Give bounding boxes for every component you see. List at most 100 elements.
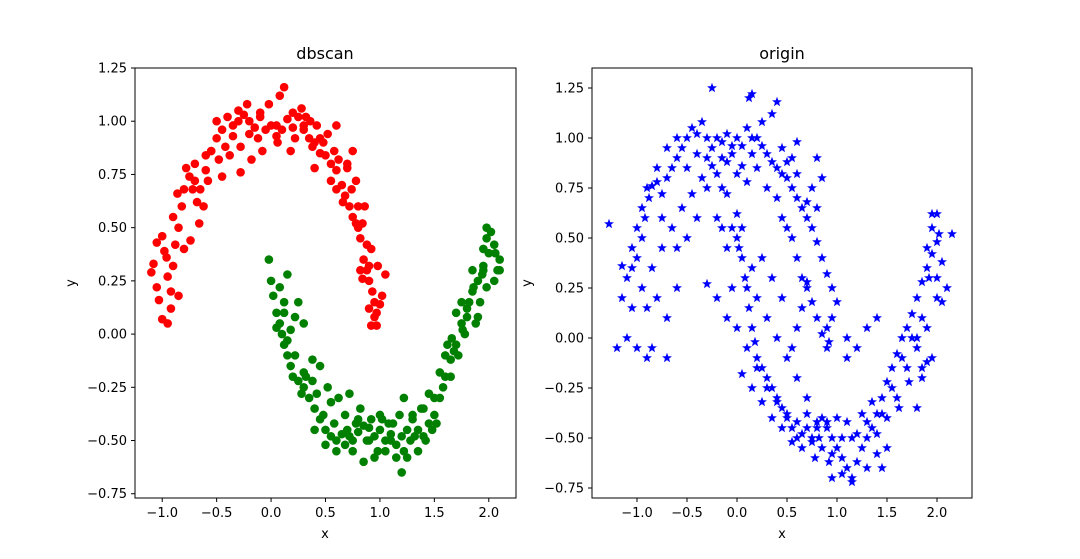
dbscan-point	[253, 133, 263, 143]
origin-point	[812, 312, 822, 323]
dbscan-point	[217, 172, 227, 181]
dbscan-y-tick-label: 1.00	[98, 115, 127, 130]
dbscan-point	[348, 212, 358, 222]
dbscan-point	[268, 291, 278, 301]
origin-point	[887, 382, 897, 393]
origin-point	[717, 136, 727, 147]
origin-point	[617, 292, 627, 303]
dbscan-point	[356, 234, 365, 243]
dbscan-point	[375, 425, 385, 435]
origin-point	[894, 402, 904, 413]
dbscan-point	[166, 304, 176, 313]
origin-point	[842, 352, 852, 363]
origin-point	[777, 422, 787, 433]
origin-point	[827, 448, 837, 459]
origin-point	[807, 182, 817, 193]
origin-point	[640, 212, 650, 223]
origin-point	[772, 192, 782, 203]
origin-point	[814, 432, 824, 443]
dbscan-point	[334, 155, 343, 164]
dbscan-point	[332, 436, 341, 445]
origin-point	[792, 322, 802, 333]
dbscan-point	[308, 376, 317, 386]
dbscan-point	[221, 142, 230, 152]
origin-point	[907, 332, 917, 343]
dbscan-point	[381, 446, 390, 456]
origin-point	[904, 376, 914, 387]
origin-plot: origin −1.0 −0.5 0.0 0.5 1.0 1.5 2.0 −0.75 −0.50…	[520, 44, 973, 542]
dbscan-point	[283, 351, 292, 360]
dbscan-point	[250, 123, 260, 132]
origin-point	[787, 152, 797, 163]
origin-point	[822, 322, 832, 333]
dbscan-point	[364, 304, 374, 313]
origin-point	[722, 242, 732, 253]
origin-point	[897, 332, 907, 343]
origin-point	[622, 332, 632, 343]
origin-point	[792, 432, 802, 443]
dbscan-point	[247, 155, 256, 164]
dbscan-point	[375, 299, 385, 309]
dbscan-point	[186, 236, 195, 245]
origin-point	[857, 408, 867, 419]
dbscan-point	[326, 176, 336, 186]
origin-x-tick-label: −0.5	[671, 506, 703, 521]
dbscan-point	[399, 446, 409, 456]
origin-y-tick-label: 1.00	[555, 132, 584, 147]
origin-point	[782, 172, 792, 183]
origin-point	[892, 392, 902, 403]
origin-point	[742, 282, 752, 293]
dbscan-point	[430, 393, 439, 403]
origin-point	[677, 142, 687, 153]
dbscan-point	[353, 414, 363, 424]
origin-point	[737, 140, 747, 151]
origin-point	[792, 168, 802, 179]
dbscan-x-tick-label: 0.5	[315, 506, 336, 521]
origin-point	[802, 196, 812, 207]
dbscan-point	[279, 297, 289, 307]
dbscan-point	[377, 291, 387, 301]
origin-point	[837, 468, 847, 479]
origin-x-tick-label: 2.0	[927, 506, 948, 521]
origin-point	[917, 312, 927, 323]
dbscan-point	[290, 312, 300, 322]
dbscan-point	[356, 265, 365, 275]
dbscan-point	[174, 223, 183, 232]
dbscan-point	[201, 165, 211, 175]
dbscan-point	[315, 133, 325, 143]
dbscan-point	[239, 110, 249, 120]
origin-point	[787, 342, 797, 353]
origin-point	[767, 108, 777, 119]
dbscan-point	[340, 410, 350, 420]
origin-point	[842, 462, 852, 473]
dbscan-point	[479, 244, 488, 254]
origin-point	[697, 116, 707, 127]
dbscan-point	[482, 234, 491, 243]
dbscan-point	[457, 297, 466, 307]
origin-point	[707, 160, 717, 171]
origin-point	[632, 342, 642, 353]
origin-point	[812, 152, 822, 163]
dbscan-y-tick-label: 0.25	[98, 274, 127, 289]
dbscan-point	[410, 431, 420, 441]
origin-point	[782, 156, 792, 167]
origin-point	[747, 148, 757, 159]
origin-point	[762, 372, 772, 383]
dbscan-points	[147, 82, 504, 477]
dbscan-point	[348, 146, 358, 156]
origin-point	[822, 416, 832, 427]
origin-point	[797, 442, 807, 453]
origin-point	[712, 132, 722, 143]
origin-point	[942, 282, 952, 293]
origin-point	[622, 272, 632, 283]
origin-point	[817, 172, 827, 183]
origin-point	[787, 422, 797, 433]
dbscan-point	[154, 295, 164, 305]
origin-point	[647, 262, 657, 273]
origin-point	[757, 252, 767, 263]
dbscan-point	[312, 121, 322, 130]
origin-point	[744, 92, 754, 103]
origin-point	[682, 132, 692, 143]
origin-point	[747, 262, 757, 273]
origin-x-tick-label: 0.5	[777, 506, 798, 521]
